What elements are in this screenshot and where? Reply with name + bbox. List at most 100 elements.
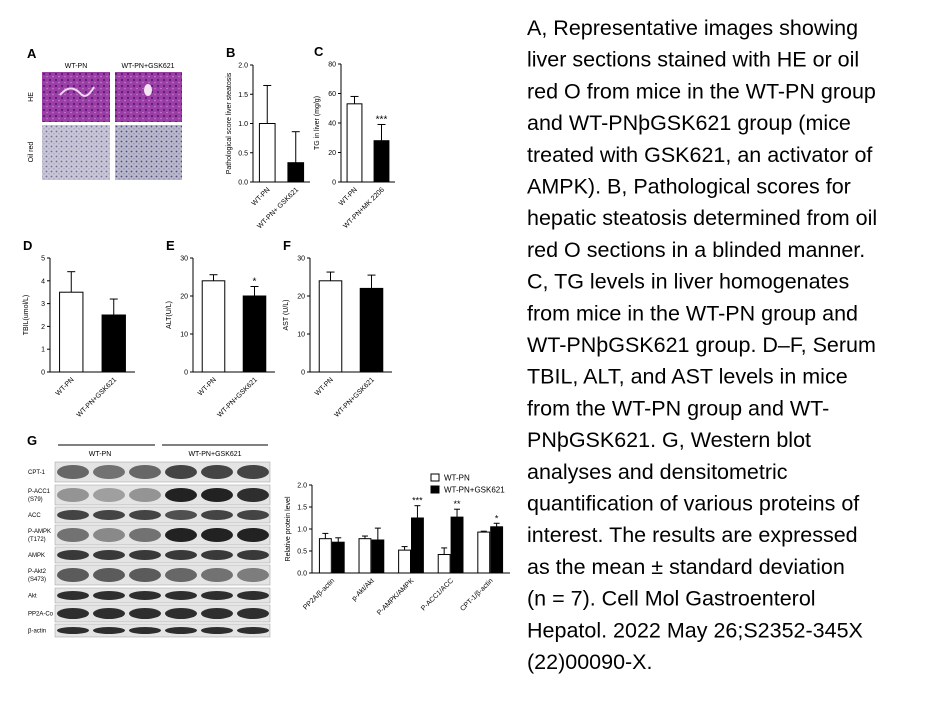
- blot-band: [165, 568, 197, 582]
- y-tick-label: 30: [180, 256, 188, 263]
- bar: [201, 280, 226, 373]
- blot-band: [165, 627, 197, 634]
- caption-line: analyses and densitometric: [527, 460, 788, 484]
- legend-label: WT-PN+GSK621: [444, 486, 505, 495]
- column-label: WT-PN+GSK621: [121, 63, 174, 70]
- blot-band: [57, 608, 89, 619]
- blot-band: [129, 550, 161, 560]
- x-tick-label: CPT-1/β-actin: [459, 577, 494, 612]
- y-tick-label: 1.0: [297, 527, 307, 534]
- caption-line: (22)00090-X.: [527, 650, 653, 674]
- y-tick-label: 0.5: [238, 150, 248, 157]
- micrograph: [42, 125, 110, 180]
- bar: [477, 531, 491, 574]
- caption-line: hepatic steatosis determined from oil: [527, 206, 877, 230]
- blot-band: [237, 488, 269, 502]
- group-label: WT-PN+GSK621: [188, 451, 241, 458]
- y-tick-label: 1.5: [238, 92, 248, 99]
- blot-band: [57, 591, 89, 600]
- blot-band: [201, 627, 233, 634]
- bar: [359, 287, 384, 373]
- row-label: ACC: [28, 513, 41, 519]
- row-label: (T172): [28, 537, 46, 543]
- y-tick-label: 0.0: [238, 180, 248, 187]
- blot-band: [237, 465, 269, 479]
- caption-line: PNþGSK621. G, Western blot: [527, 428, 811, 452]
- annotation: **: [454, 499, 462, 509]
- blot-band: [165, 608, 197, 619]
- bar: [346, 103, 363, 183]
- panel-letter: G: [27, 433, 37, 448]
- x-tick-label: WT-PN: [314, 376, 335, 397]
- y-tick-label: 0: [41, 370, 45, 377]
- micrograph: [42, 72, 110, 122]
- caption: A, Representative images showing liver se…: [527, 16, 877, 674]
- caption-line: and WT-PNþGSK621 group (mice: [527, 111, 851, 135]
- y-tick-label: 5: [41, 256, 45, 263]
- blot-band: [165, 465, 197, 479]
- blot-band: [57, 568, 89, 582]
- blot-band: [93, 608, 125, 619]
- blot-band: [201, 608, 233, 619]
- group-label: WT-PN: [89, 451, 112, 458]
- y-tick-label: 0.0: [297, 571, 307, 578]
- column-label: WT-PN: [65, 63, 88, 70]
- x-tick-label: WT-PN+GSK621: [333, 376, 376, 419]
- y-tick-label: 20: [180, 294, 188, 301]
- x-tick-label: WT-PN: [251, 186, 272, 207]
- y-tick-label: 40: [328, 121, 336, 128]
- y-tick-label: 2.0: [238, 63, 248, 70]
- bar: [373, 140, 390, 183]
- legend-label: WT-PN: [444, 474, 470, 483]
- y-axis-label: AST (U/L): [283, 300, 290, 331]
- row-label: (S473): [28, 577, 46, 583]
- y-tick-label: 0: [184, 370, 188, 377]
- blot-band: [129, 510, 161, 520]
- y-tick-label: 1.0: [238, 121, 248, 128]
- row-label: β-actin: [28, 629, 46, 635]
- caption-line: C, TG levels in liver homogenates: [527, 270, 849, 294]
- blot-band: [237, 550, 269, 560]
- caption-line: A, Representative images showing: [527, 16, 858, 40]
- x-tick-label: WT-PN: [55, 376, 76, 397]
- caption-line: WT-PNþGSK621 group. D–F, Serum: [527, 333, 876, 357]
- y-tick-label: 1.5: [297, 505, 307, 512]
- x-tick-label: PP2A/β-actin: [302, 577, 336, 611]
- bar: [371, 539, 385, 574]
- x-tick-label: WT-PN+GSK621: [216, 376, 259, 419]
- bar: [101, 314, 126, 373]
- blot-band: [237, 568, 269, 582]
- bar: [398, 549, 411, 574]
- row-label: PP2A-Co: [28, 612, 54, 618]
- blot-band: [129, 465, 161, 479]
- row-label: HE: [28, 92, 35, 102]
- row-label: AMPK: [28, 553, 45, 559]
- blot-band: [237, 528, 269, 542]
- caption-line: Hepatol. 2022 May 26;S2352-345X: [527, 618, 863, 642]
- bar: [242, 295, 267, 373]
- y-axis-label: Pathological score liver steatosis: [226, 72, 233, 174]
- x-tick-label: WT-PN: [338, 186, 359, 207]
- y-tick-label: 80: [328, 62, 336, 69]
- caption-line: liver sections stained with HE or oil: [527, 48, 859, 72]
- x-tick-label: WT-PN+GSK621: [76, 376, 119, 419]
- row-label: Akt: [28, 594, 37, 600]
- blot-band: [129, 488, 161, 502]
- blot-band: [57, 465, 89, 479]
- caption-line: (n = 7). Cell Mol Gastroenterol: [527, 587, 816, 611]
- annotation: *: [253, 277, 257, 288]
- blot-band: [57, 550, 89, 560]
- blot-band: [201, 591, 233, 600]
- caption-line: red O sections in a blinded manner.: [527, 238, 865, 262]
- y-tick-label: 0: [301, 370, 305, 377]
- vessel: [144, 84, 152, 96]
- y-tick-label: 3: [41, 301, 45, 308]
- blot-band: [201, 528, 233, 542]
- blot-band: [201, 488, 233, 502]
- bar: [258, 123, 276, 183]
- y-tick-label: 0: [332, 180, 336, 187]
- legend-swatch: [430, 485, 440, 494]
- y-tick-label: 2: [41, 324, 45, 331]
- y-tick-label: 1: [41, 347, 45, 354]
- vessel: [59, 86, 95, 97]
